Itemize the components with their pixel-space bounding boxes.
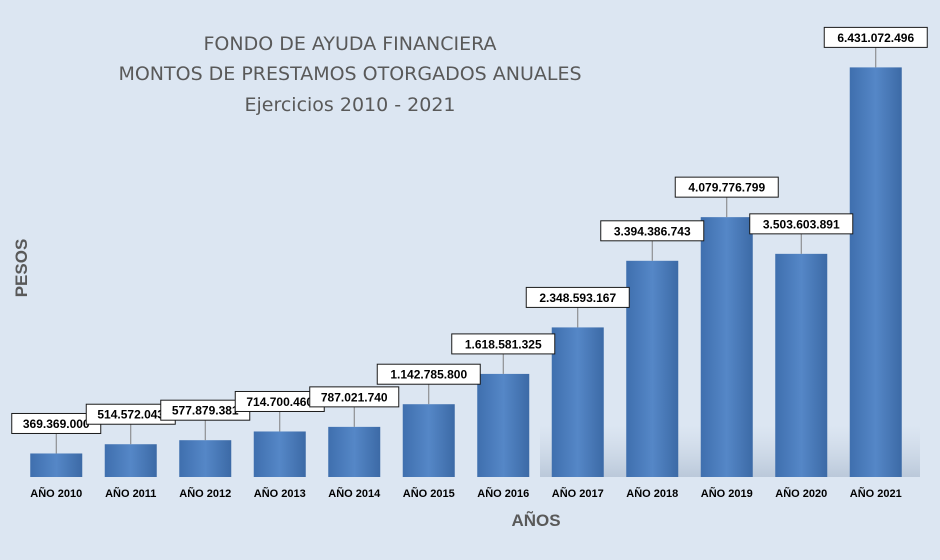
x-tick-label-11: AÑO 2020 (775, 487, 827, 500)
x-tick-label-5: AÑO 2014 (328, 487, 381, 500)
x-tick-label-6: AÑO 2015 (403, 487, 455, 500)
bar-5 (328, 426, 381, 477)
data-label-8: 2.348.593.167 (539, 291, 616, 305)
bar-11 (775, 253, 828, 477)
x-tick-label-12: AÑO 2021 (850, 487, 902, 500)
data-label-2: 514.572.043 (97, 408, 164, 422)
y-axis-title: PESOS (12, 239, 31, 298)
data-label-4: 714.700.460 (246, 395, 313, 409)
x-tick-label-10: AÑO 2019 (701, 487, 753, 500)
data-label-box-7 (451, 333, 556, 355)
data-labels: 369.369.000 514.572.043 577.879.381 714.700… (11, 26, 928, 434)
x-tick-label-1: AÑO 2010 (30, 487, 82, 500)
bar-9 (626, 260, 679, 477)
chart-title-line-2: MONTOS DE PRESTAMOS OTORGADOS ANUALES (118, 63, 581, 85)
data-label-9: 3.394.386.743 (614, 224, 691, 238)
bar-1 (30, 453, 83, 477)
data-label-12: 6.431.072.496 (837, 31, 914, 45)
chart-title-line-3: Ejercicios 2010 - 2021 (244, 94, 455, 116)
data-label-11: 3.503.603.891 (763, 217, 840, 231)
data-label-10: 4.079.776.799 (688, 181, 765, 195)
bar-2 (104, 444, 157, 477)
data-label-3: 577.879.381 (172, 404, 239, 418)
bar-3 (179, 440, 232, 477)
data-label-box-8 (525, 286, 630, 308)
bar-7 (477, 373, 530, 477)
data-label-6: 1.142.785.800 (390, 368, 467, 382)
data-label-box-10 (674, 176, 779, 198)
x-tick-label-4: AÑO 2013 (254, 487, 306, 500)
x-tick-label-2: AÑO 2011 (105, 487, 156, 500)
data-label-box-5 (309, 386, 400, 408)
chart-title: FONDO DE AYUDA FINANCIERA MONTOS DE PRES… (118, 33, 581, 116)
chart-title-line-1: FONDO DE AYUDA FINANCIERA (203, 33, 496, 55)
bar-series (30, 67, 902, 478)
x-tick-label-9: AÑO 2018 (626, 487, 678, 500)
bar-10 (700, 217, 753, 477)
data-label-leaders (55, 47, 877, 454)
data-label-5: 787.021.740 (321, 390, 388, 404)
bar-4 (253, 431, 306, 477)
bar-6 (402, 404, 455, 477)
data-label-box-9 (600, 220, 705, 242)
bar-8 (551, 327, 604, 477)
x-tick-label-7: AÑO 2016 (477, 487, 529, 500)
data-label-box-11 (749, 213, 854, 235)
data-label-box-12 (823, 26, 928, 48)
data-label-1: 369.369.000 (23, 417, 90, 431)
bar-12 (849, 67, 902, 478)
x-tick-label-8: AÑO 2017 (552, 487, 604, 500)
x-tick-label-3: AÑO 2012 (179, 487, 231, 500)
x-tick-labels: AÑO 2010 AÑO 2011 AÑO 2012 AÑO 2013 AÑO 2014… (30, 487, 901, 500)
data-label-7: 1.618.581.325 (465, 337, 542, 351)
x-axis-title: AÑOS (511, 510, 560, 530)
data-label-box-6 (376, 363, 481, 385)
